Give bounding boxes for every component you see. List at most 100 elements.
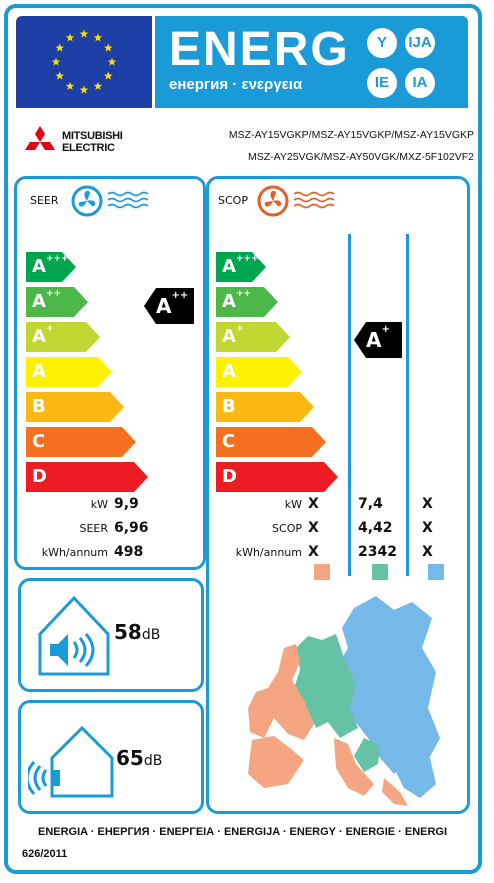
scop-rating-base: A <box>366 328 382 352</box>
scop-class-letter: B <box>222 396 236 417</box>
scop-class-arrow: C <box>216 427 326 457</box>
mitsubishi-diamonds-icon <box>25 126 55 150</box>
seer-class-letter: A <box>32 326 46 347</box>
scop-row-label: SCOP <box>272 522 302 535</box>
zone-divider-2 <box>406 234 409 576</box>
scop-class-arrow: B <box>216 392 314 422</box>
scop-class-plus: +++ <box>235 254 259 264</box>
seer-class-letter: A <box>32 291 46 312</box>
scop-class-letter: A <box>222 326 236 347</box>
scop-class-arrow: A+ <box>216 322 290 352</box>
outdoor-noise-unit: dB <box>143 753 163 769</box>
eu-flag-icon <box>16 16 152 108</box>
energy-band: ENERG енергия · ενεργεια Y IJA IE IA <box>155 16 468 108</box>
seer-row-value: 9,9 <box>114 496 139 512</box>
scop-average-value: 2342 <box>358 544 397 560</box>
footer-languages: ENERGIA · ЕНЕРГИЯ · ΕΝΕΡΓΕΙΑ · ENERGIJA … <box>38 826 448 838</box>
cooling-fan-icon <box>71 185 149 217</box>
scop-class-letter: C <box>222 431 236 452</box>
eu-star-icon <box>104 43 113 52</box>
scop-label: SCOP <box>218 194 248 207</box>
seer-label: SEER <box>30 194 59 207</box>
eu-star-icon <box>93 33 103 42</box>
eu-star-icon <box>79 85 89 94</box>
indoor-noise-panel <box>18 578 204 692</box>
eu-star-icon <box>107 57 117 66</box>
indoor-noise-value: 58dB <box>114 620 160 644</box>
lang-badge-ie: IE <box>367 68 397 98</box>
seer-row-value: 498 <box>114 544 144 560</box>
seer-row-label: kW <box>90 498 108 511</box>
cold-zone-swatch <box>428 564 444 580</box>
indoor-unit-sound-icon <box>38 595 110 676</box>
seer-row-label: kWh/annum <box>41 546 108 559</box>
scop-panel <box>206 176 470 814</box>
outdoor-noise-panel <box>18 700 204 814</box>
eu-star-icon <box>65 33 75 42</box>
scop-cold-value: X <box>422 496 433 512</box>
lang-badge-ia: IA <box>405 68 435 98</box>
lang-badge-ija: IJA <box>405 28 435 58</box>
scop-row-label: kWh/annum <box>235 546 302 559</box>
seer-class-letter: D <box>32 466 47 487</box>
model-line-2: MSZ-AY25VGK/MSZ-AY50VGK/MXZ-5F102VF2 <box>247 151 474 163</box>
scop-class-arrow: D <box>216 462 338 492</box>
energy-label-header: ENERG енергия · ενεργεια Y IJA IE IA <box>16 16 468 116</box>
scop-warm-value: X <box>308 544 319 560</box>
seer-class-arrow: A <box>26 357 112 387</box>
indoor-noise-unit: dB <box>141 627 161 643</box>
energy-title: ENERG <box>169 23 350 76</box>
seer-class-arrow: B <box>26 392 124 422</box>
eu-star-icon <box>55 71 64 80</box>
scop-class-arrow: A++ <box>216 287 278 317</box>
model-line-1: MSZ-AY15VGKP/MSZ-AY15VGKP/MSZ-AY15VGKP <box>228 129 474 141</box>
eu-star-icon <box>51 57 61 66</box>
scop-class-plus: ++ <box>235 289 252 299</box>
outdoor-noise-value: 65dB <box>116 746 162 770</box>
indoor-noise-number: 58 <box>114 620 142 644</box>
seer-row-value: 6,96 <box>114 520 149 536</box>
scop-row-label: kW <box>284 498 302 511</box>
seer-class-letter: A <box>32 256 46 277</box>
scop-class-arrow: A <box>216 357 302 387</box>
seer-class-arrow: C <box>26 427 136 457</box>
scop-average-value: 7,4 <box>358 496 383 512</box>
warm-zone-swatch <box>314 564 330 580</box>
europe-climate-zones-map-icon <box>248 596 440 806</box>
outdoor-unit-sound-icon <box>28 725 114 798</box>
eu-star-icon <box>55 43 64 52</box>
eu-star-icon <box>104 71 113 80</box>
scop-rating-sup: + <box>381 324 390 335</box>
zone-divider-1 <box>348 234 351 576</box>
energy-subtitle: енергия · ενεργεια <box>169 76 303 93</box>
brand-name-line1: MITSUBISHI <box>62 130 123 142</box>
seer-class-letter: B <box>32 396 46 417</box>
eu-star-icon <box>93 81 103 90</box>
scop-class-letter: A <box>222 291 236 312</box>
seer-class-letter: A <box>32 361 46 382</box>
seer-class-letter: C <box>32 431 46 452</box>
seer-class-arrow: A++ <box>26 287 88 317</box>
scop-cold-value: X <box>422 544 433 560</box>
scop-warm-value: X <box>308 496 319 512</box>
eu-star-icon <box>79 29 89 38</box>
seer-rating-base: A <box>156 294 172 318</box>
scop-warm-value: X <box>308 520 319 536</box>
lang-badge-y: Y <box>367 28 397 58</box>
scop-class-letter: A <box>222 256 236 277</box>
seer-rating-sup: ++ <box>171 290 189 301</box>
seer-class-plus: +++ <box>45 254 69 264</box>
model-list: MSZ-AY15VGKP/MSZ-AY15VGKP/MSZ-AY15VGKP M… <box>229 124 474 168</box>
seer-class-plus: + <box>45 324 54 334</box>
seer-rating-arrow: A++ <box>144 288 194 324</box>
scop-cold-value: X <box>422 520 433 536</box>
outdoor-noise-number: 65 <box>116 746 144 770</box>
seer-class-plus: ++ <box>45 289 62 299</box>
seer-row-label: SEER <box>79 522 108 535</box>
brand-logo: MITSUBISHI ELECTRIC <box>22 126 142 162</box>
scop-class-plus: + <box>235 324 244 334</box>
footer-regulation: 626/2011 <box>22 848 68 860</box>
scop-average-value: 4,42 <box>358 520 393 536</box>
average-zone-swatch <box>372 564 388 580</box>
seer-class-arrow: A+ <box>26 322 100 352</box>
